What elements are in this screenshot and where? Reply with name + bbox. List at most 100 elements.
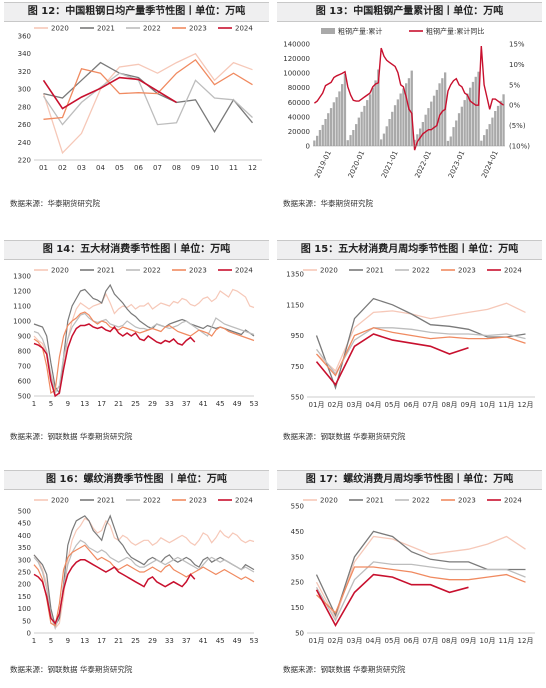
y-tick-label: 350	[291, 553, 304, 561]
x-tick-label: 03月	[347, 637, 363, 645]
legend-label-2020: 2020	[51, 497, 69, 505]
chart-source: 数据来源：钢联数据 华泰期货研究院	[283, 432, 406, 441]
y-tick-label: 800	[18, 348, 31, 356]
x-tick-label: 08	[172, 164, 181, 172]
panel-fig14: 图 14：五大材消费季节性图丨单位：万吨 500 600 700 800 900 1000…	[4, 238, 269, 458]
y-tick-label: 400	[18, 532, 31, 540]
legend-label-2021: 2021	[97, 497, 115, 505]
y-tick-label: 220	[18, 157, 31, 165]
y2-tick-label: 5%	[509, 81, 520, 89]
y2-tick-label: (5%)	[509, 122, 526, 130]
y-tick-label: 150	[18, 593, 31, 601]
bar-cumulative-output	[488, 124, 491, 146]
x-tick-label: 05月	[385, 401, 401, 409]
series-line-2022	[33, 312, 255, 395]
legend-label-2023: 2023	[458, 497, 476, 505]
bar-cumulative-output	[449, 136, 452, 146]
x-tick-label: 37	[182, 637, 191, 645]
x-tick-label: 2019-01	[313, 149, 333, 179]
series-line-2021	[33, 514, 255, 628]
x-tick-label: 07月	[423, 401, 439, 409]
x-tick-label: 2024-01	[480, 149, 500, 179]
chart-title: 图 16：螺纹消费季节性图 丨单位：万吨	[4, 470, 269, 490]
legend-label-cumulative: 粗钢产量:累计	[338, 27, 382, 36]
bar-cumulative-output	[471, 81, 475, 146]
series-line-2022	[315, 561, 526, 622]
x-tick-label: 53	[250, 400, 259, 408]
series-line-2024	[315, 573, 469, 628]
bar-cumulative-output	[446, 140, 450, 146]
bar-cumulative-output	[455, 120, 458, 146]
panel-fig17: 图 17：螺纹消费月周均季节性图丨单位：万吨 50 150 250 350 450 550…	[277, 468, 542, 688]
panel-fig12: 图 12：中国粗钢日均产量季节性图丨单位：万吨 220 240 260 280 300 3…	[4, 0, 269, 220]
x-tick-label: 29	[148, 400, 157, 408]
x-tick-label: 12月	[518, 637, 534, 645]
series-line-2024	[315, 333, 469, 387]
bar-cumulative-output	[366, 100, 369, 146]
bar-cumulative-output	[460, 106, 463, 146]
bar-cumulative-output	[483, 135, 486, 146]
bar-cumulative-output	[466, 93, 469, 146]
x-tick-label: 45	[216, 637, 225, 645]
bar-cumulative-output	[327, 113, 330, 146]
bar-cumulative-output	[405, 83, 408, 146]
x-tick-label: 13	[80, 400, 89, 408]
y-tick-label: 550	[291, 394, 304, 402]
bar-cumulative-output	[321, 124, 324, 146]
x-tick-label: 03月	[347, 401, 363, 409]
panel-fig15: 图 15：五大材消费月周均季节性图丨单位：万吨 550 750 950 1150 135…	[277, 238, 542, 458]
x-tick-label: 10月	[480, 401, 496, 409]
y-tick-label: 550	[291, 503, 304, 511]
bar-cumulative-output	[391, 111, 394, 146]
y-tick-label: 350	[18, 544, 31, 552]
y-tick-label: 950	[291, 332, 304, 340]
x-tick-label: 07月	[423, 637, 439, 645]
bar-cumulative-output	[410, 70, 413, 146]
x-tick-label: 49	[233, 637, 242, 645]
bar-cumulative-output	[318, 130, 322, 146]
x-tick-label: 12月	[518, 401, 534, 409]
x-tick-label: 25	[131, 400, 140, 408]
y-tick-label: 250	[291, 579, 304, 587]
x-tick-label: 5	[49, 400, 53, 408]
chart-fig12: 220 240 260 280 300 320 340 360 01 02 03 04 05 06 07 08…	[18, 25, 262, 172]
x-tick-label: 12	[248, 164, 257, 172]
legend-label-2022: 2022	[143, 497, 161, 505]
bar-cumulative-output	[360, 111, 363, 146]
legend-label-2023: 2023	[189, 267, 207, 275]
legend-label-2023: 2023	[189, 25, 207, 33]
x-tick-label: 13	[80, 637, 89, 645]
x-tick-label: 21	[114, 400, 123, 408]
x-tick-label: 29	[148, 637, 157, 645]
chart-title: 图 14：五大材消费季节性图丨单位：万吨	[4, 240, 269, 260]
bar-cumulative-output	[480, 140, 483, 146]
bar-cumulative-output	[357, 117, 360, 146]
bar-cumulative-output	[332, 102, 335, 146]
x-tick-label: 2022-01	[413, 149, 433, 179]
x-tick-label: 37	[182, 400, 191, 408]
legend-label-2020: 2020	[320, 497, 338, 505]
bar-cumulative-output	[407, 78, 411, 146]
panel-fig13: 图 13：中国粗钢产量累计图丨单位：万吨 0 20000 40000 60000 800…	[277, 0, 542, 220]
x-tick-label: 04月	[366, 637, 382, 645]
chart-fig15: 550 750 950 1150 1350 01月 02月 03月 04月 05月 06月 07月 08…	[286, 267, 535, 409]
bar-cumulative-output	[329, 108, 333, 146]
y-tick-label: 120000	[283, 55, 310, 63]
bar-cumulative-output	[368, 94, 372, 146]
y-tick-label: 450	[18, 520, 31, 528]
bar-cumulative-output	[432, 95, 436, 146]
series-line-2024	[42, 76, 177, 110]
series-line-2020	[33, 517, 255, 630]
series-line-2020	[315, 535, 526, 620]
y2-tick-label: (10%)	[509, 143, 530, 151]
y-tick-label: 40000	[288, 113, 310, 121]
y-tick-label: 280	[18, 103, 31, 111]
y-tick-label: 0	[27, 630, 31, 638]
x-tick-label: 17	[97, 637, 106, 645]
chart-fig16: 0 50 100 150 200 250 300 350 400 450 500 1 5 9 13 17 21 2…	[18, 497, 259, 646]
y-tick-label: 150	[291, 604, 304, 612]
y-tick-label: 500	[18, 393, 31, 401]
chart-source: 数据来源：钢联数据 华泰期货研究院	[10, 665, 133, 674]
x-tick-label: 07	[153, 164, 162, 172]
y-tick-label: 50	[295, 630, 304, 638]
